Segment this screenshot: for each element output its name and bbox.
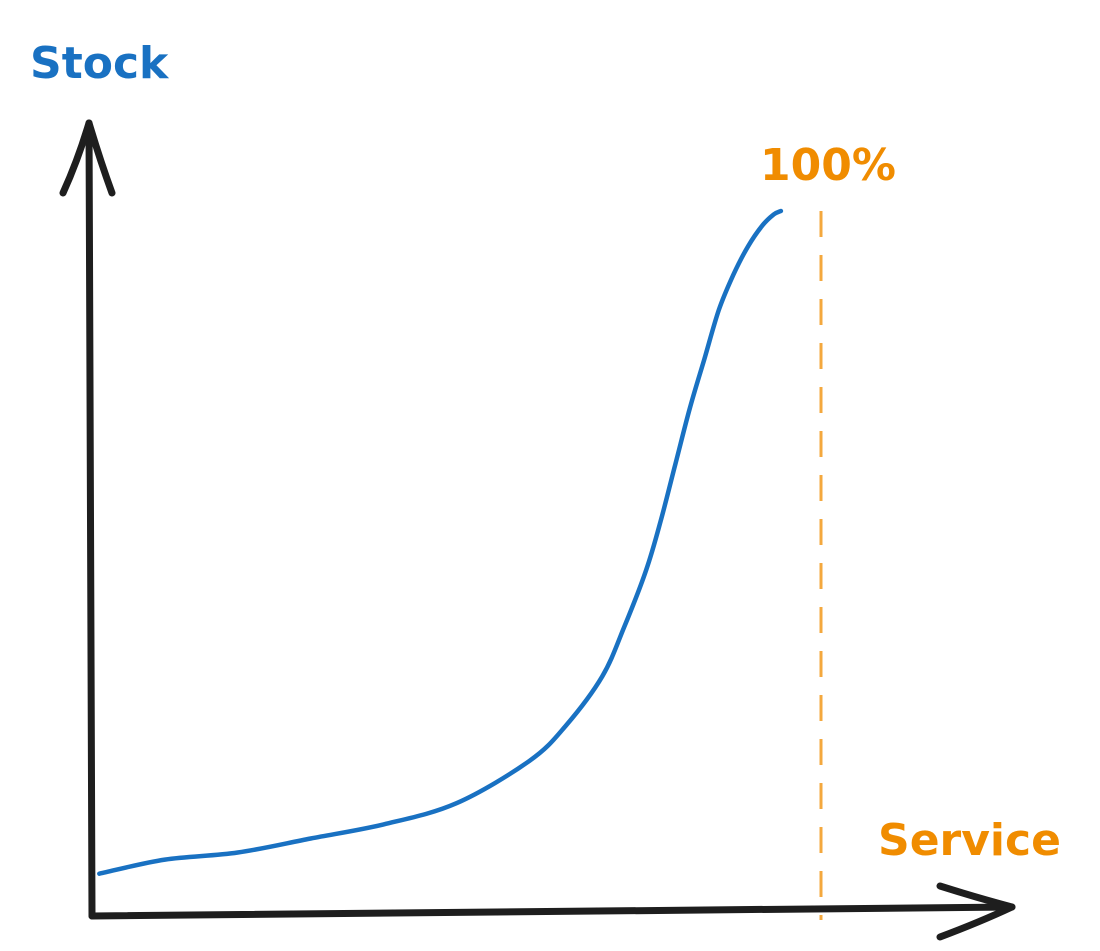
x-axis: [88, 903, 1016, 920]
y-axis-arrow: [59, 119, 116, 197]
y-axis: [85, 119, 96, 920]
plot-area: [59, 119, 1016, 941]
reference-line-label: 100%: [760, 140, 896, 191]
x-axis-label: Service: [878, 815, 1061, 866]
y-axis-label: Stock: [30, 38, 170, 89]
series-line: [97, 208, 784, 876]
x-axis-arrow: [936, 882, 1016, 941]
